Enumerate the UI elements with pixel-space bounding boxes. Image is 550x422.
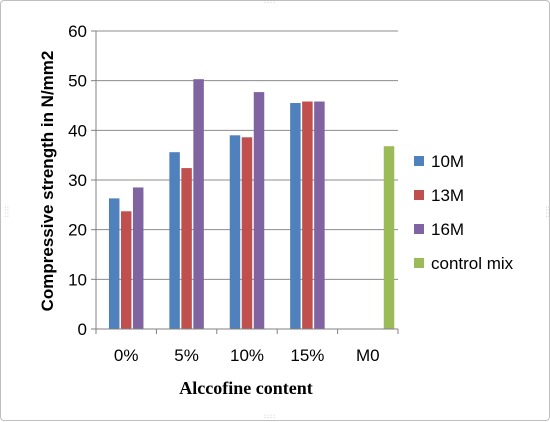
bar-16m [193,79,204,329]
legend-swatch [414,224,424,234]
bars [108,79,395,330]
bar-16m [253,92,265,329]
bar-10m [108,198,120,329]
y-tick-label: 60 [68,22,87,41]
resize-handle-left[interactable]: :::: [3,206,10,219]
bar-10m [290,103,301,330]
bar-13m [241,137,253,329]
resize-handle-bottom[interactable]: :::: [264,413,277,420]
x-tick-label: 5% [174,346,199,365]
x-tick-label: M0 [356,346,380,365]
x-tick-label: 10% [230,346,264,365]
gridlines [91,30,399,334]
y-tick-label: 20 [68,221,87,240]
resize-handle-right[interactable]: :::: [544,206,550,219]
x-tick-label: 15% [290,346,324,365]
legend-label: control mix [431,254,514,273]
legend-swatch [414,156,424,166]
bar-16m [314,101,325,329]
legend-label: 13M [431,186,464,205]
bar-13m [181,168,192,329]
legend-swatch [414,258,424,268]
y-tick-labels: 0 10 20 30 40 50 60 [68,22,87,339]
x-tick-labels: 0% 5% 10% 15% M0 [114,346,380,365]
bar-13m [302,101,313,329]
y-tick-label: 10 [68,270,87,289]
y-tick-label: 30 [68,171,87,190]
bar-16m [132,187,144,329]
legend-swatch [414,190,424,200]
bar-13m [120,211,132,329]
bar-10m [229,135,241,329]
x-axis-label: Alccofine content [179,378,312,398]
x-tick-label: 0% [114,346,139,365]
resize-handle-top[interactable]: :::: [264,0,277,5]
y-axis-label: Compressive strength in N/mm2 [38,51,57,312]
y-tick-label: 0 [78,320,87,339]
y-tick-label: 50 [68,72,87,91]
y-tick-label: 40 [68,121,87,140]
bar-control-mix [383,146,395,329]
legend-label: 16M [431,220,464,239]
bar-10m [169,152,180,329]
legend: 10M 13M 16M control mix [414,152,514,273]
legend-label: 10M [431,152,464,171]
